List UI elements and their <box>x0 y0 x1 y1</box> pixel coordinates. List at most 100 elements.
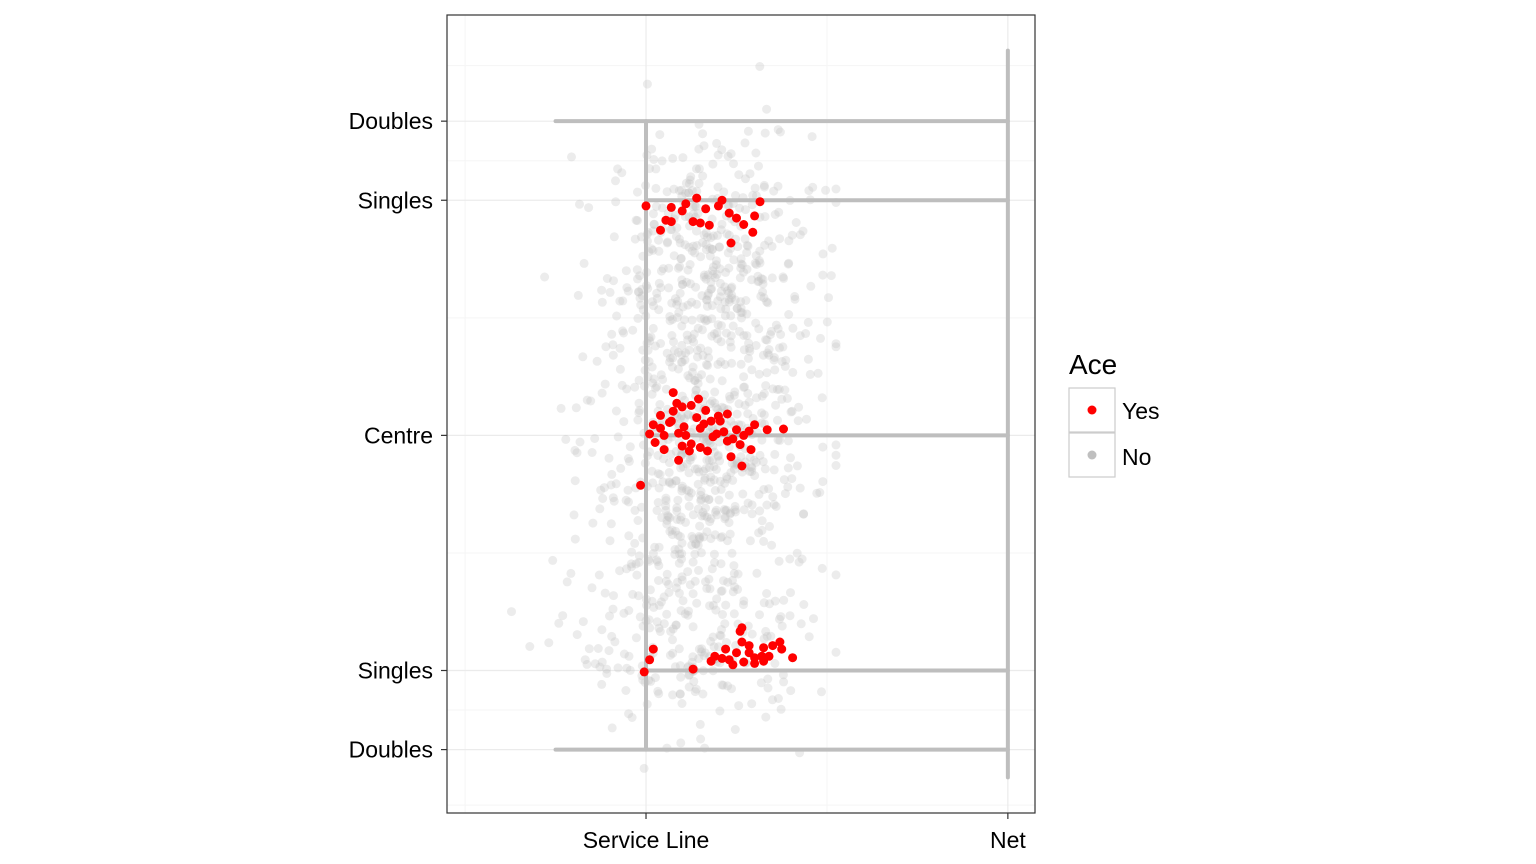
point-no <box>729 390 739 400</box>
point-no <box>701 316 711 326</box>
point-no <box>679 414 689 424</box>
point-no <box>699 141 709 151</box>
point-no <box>703 361 713 370</box>
point-no <box>717 402 727 412</box>
point-no <box>651 383 660 393</box>
point-no <box>720 506 730 516</box>
point-no <box>665 527 675 536</box>
point-no <box>652 382 662 392</box>
point-no <box>701 432 711 442</box>
point-no <box>644 556 654 566</box>
point-no <box>729 561 739 571</box>
point-no <box>726 416 736 426</box>
point-no <box>799 509 808 519</box>
point-no <box>705 399 715 409</box>
point-no <box>664 263 674 273</box>
point-no <box>616 463 626 473</box>
point-no <box>699 434 709 444</box>
point-no <box>714 242 724 252</box>
point-no <box>745 467 755 477</box>
point-no <box>675 238 685 248</box>
point-no <box>633 187 642 197</box>
point-no <box>711 464 721 474</box>
point-no <box>695 533 705 543</box>
point-no <box>741 205 750 215</box>
point-no <box>821 185 831 195</box>
point-no <box>768 492 778 502</box>
point-no <box>807 132 817 142</box>
point-no <box>667 224 677 234</box>
point-no <box>676 357 686 367</box>
point-no <box>715 278 725 288</box>
point-no <box>694 467 704 477</box>
point-no <box>575 199 584 209</box>
point-no <box>718 680 728 690</box>
point-no <box>619 649 629 659</box>
point-no <box>671 476 681 486</box>
point-no <box>716 225 726 235</box>
point-no <box>694 119 704 129</box>
point-no <box>623 286 633 296</box>
point-no <box>643 372 653 382</box>
point-no <box>803 317 813 327</box>
point-no <box>671 526 680 536</box>
point-no <box>748 190 758 200</box>
point-no <box>655 130 665 140</box>
point-no <box>715 264 725 274</box>
point-no <box>707 455 717 465</box>
point-no <box>786 588 795 598</box>
point-no <box>740 234 750 244</box>
point-no <box>685 373 695 383</box>
point-no <box>665 312 675 321</box>
point-no <box>649 301 658 311</box>
point-no <box>650 673 660 683</box>
point-no <box>701 274 711 284</box>
point-no <box>692 299 702 309</box>
point-no <box>677 340 687 350</box>
point-no <box>665 316 675 326</box>
point-no <box>662 569 672 579</box>
point-no <box>647 389 657 399</box>
point-no <box>654 235 663 245</box>
point-no <box>676 738 686 748</box>
point-no <box>728 575 737 585</box>
point-no <box>704 495 714 505</box>
point-no <box>644 615 654 625</box>
panel-border <box>446 14 1036 814</box>
point-no <box>698 350 708 360</box>
point-no <box>694 565 703 575</box>
point-no <box>639 763 649 773</box>
point-no <box>739 345 749 355</box>
point-no <box>683 410 693 420</box>
point-no <box>713 296 723 306</box>
point-yes <box>648 420 658 430</box>
point-no <box>657 266 666 276</box>
point-no <box>653 686 663 696</box>
point-no <box>690 464 700 474</box>
point-no <box>759 180 769 190</box>
point-no <box>702 295 711 305</box>
point-no <box>818 442 828 452</box>
point-no <box>648 549 658 558</box>
point-no <box>622 384 632 394</box>
point-no <box>716 484 726 494</box>
point-yes <box>656 410 665 420</box>
point-no <box>739 331 749 340</box>
point-yes <box>674 428 684 438</box>
point-no <box>651 183 661 193</box>
point-no <box>643 228 653 237</box>
y-tick-label: Singles <box>358 187 433 213</box>
point-yes <box>744 641 754 651</box>
point-no <box>743 241 753 251</box>
point-no <box>711 260 721 270</box>
point-no <box>615 364 625 374</box>
point-no <box>690 248 700 258</box>
point-no <box>707 331 717 341</box>
legend-title: Ace <box>1069 349 1117 380</box>
point-no <box>704 353 714 363</box>
point-no <box>677 575 687 585</box>
point-no <box>625 665 635 675</box>
point-no <box>710 530 720 540</box>
point-yes <box>668 388 678 398</box>
point-no <box>741 296 751 305</box>
